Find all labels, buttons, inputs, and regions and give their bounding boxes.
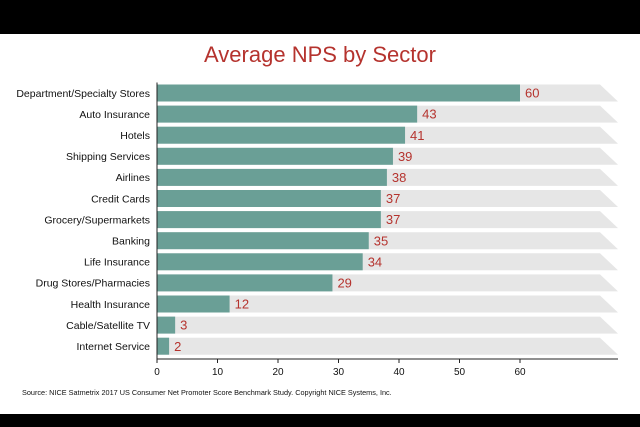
chart-title: Average NPS by Sector	[204, 42, 436, 67]
x-tick-label: 30	[333, 367, 345, 378]
bar-6	[157, 211, 381, 229]
value-label: 2	[174, 339, 181, 354]
category-label: Department/Specialty Stores	[16, 88, 150, 100]
value-label: 35	[374, 233, 388, 248]
category-label: Hotels	[120, 130, 150, 142]
category-label: Internet Service	[76, 341, 150, 353]
category-label: Cable/Satellite TV	[66, 320, 150, 332]
bar-12	[157, 337, 170, 355]
category-label: Health Insurance	[71, 299, 151, 311]
x-tick-label: 60	[514, 367, 526, 378]
value-label: 37	[386, 191, 400, 206]
x-tick-label: 40	[393, 367, 405, 378]
value-label: 37	[386, 212, 400, 227]
bar-10	[157, 295, 230, 313]
bar-0	[157, 84, 520, 102]
bar-track	[157, 316, 618, 334]
bottom-black-band	[0, 414, 640, 427]
bar-track	[157, 337, 618, 355]
x-tick-label: 0	[154, 367, 160, 378]
bar-7	[157, 232, 369, 250]
source-note: Source: NICE Satmetrix 2017 US Consumer …	[22, 388, 392, 397]
category-label: Auto Insurance	[79, 109, 150, 121]
bar-9	[157, 274, 333, 292]
x-tick-label: 20	[272, 367, 284, 378]
bar-3	[157, 147, 393, 165]
bar-11	[157, 316, 176, 334]
category-label: Shipping Services	[66, 151, 150, 163]
category-label: Banking	[112, 236, 150, 248]
category-label: Airlines	[116, 172, 150, 184]
bar-4	[157, 168, 387, 186]
category-label: Life Insurance	[84, 257, 150, 269]
bar-2	[157, 126, 406, 144]
bar-5	[157, 190, 381, 207]
value-label: 29	[337, 276, 351, 291]
x-tick-label: 10	[212, 367, 224, 378]
category-label: Credit Cards	[91, 193, 150, 205]
value-label: 12	[235, 297, 249, 312]
value-label: 43	[422, 107, 436, 122]
top-black-band	[0, 0, 640, 34]
category-label: Drug Stores/Pharmacies	[36, 278, 150, 290]
bar-8	[157, 253, 363, 271]
value-label: 60	[525, 86, 539, 101]
bar-track	[157, 295, 618, 313]
value-label: 34	[368, 254, 382, 269]
value-label: 39	[398, 149, 412, 164]
value-label: 41	[410, 128, 424, 143]
bar-1	[157, 105, 418, 123]
value-label: 3	[180, 318, 187, 333]
value-label: 38	[392, 170, 406, 185]
category-label: Grocery/Supermarkets	[44, 214, 150, 226]
x-tick-label: 50	[454, 367, 466, 378]
